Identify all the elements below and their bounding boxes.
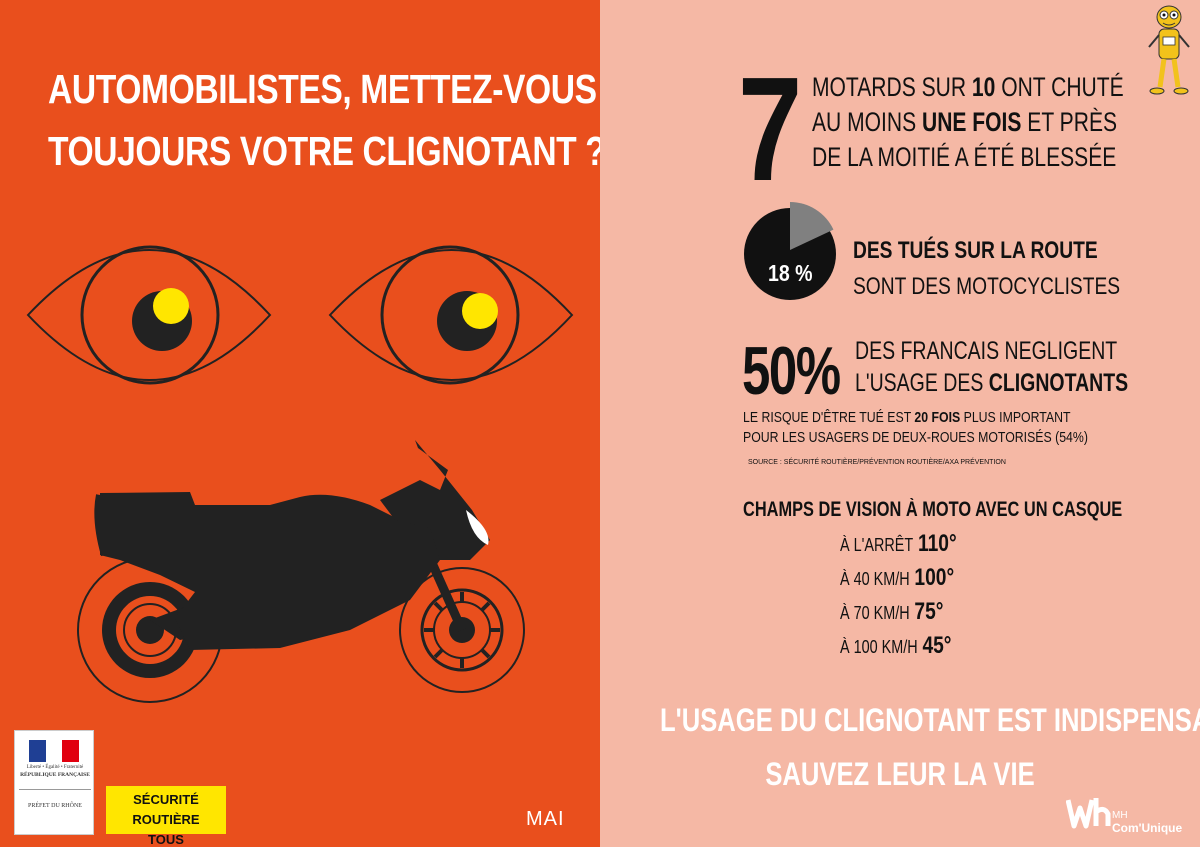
vision-row: À L'ARRÊT 110°: [840, 530, 957, 558]
text-part: L'USAGE DES: [855, 369, 989, 397]
vision-value: 75°: [914, 598, 944, 625]
motards-line-2: AU MOINS UNE FOIS ET PRÈS: [812, 105, 1124, 140]
divider: [19, 789, 91, 790]
text-bold: UNE FOIS: [921, 107, 1022, 137]
eyes-illustration: [26, 245, 574, 703]
text-part: ONT CHUTÉ: [995, 72, 1124, 102]
francais-stat: DES FRANCAIS NEGLIGENT L'USAGE DES CLIGN…: [855, 335, 1128, 399]
text-part: LE RISQUE D'ÊTRE TUÉ EST: [743, 409, 915, 426]
vision-value: 110°: [917, 530, 957, 557]
francais-line-1: DES FRANCAIS NEGLIGENT: [855, 337, 1118, 365]
securite-routiere-badge: SÉCURITÉ ROUTIÈRE TOUS RESPONSABLES: [106, 786, 226, 847]
left-panel: AUTOMOBILISTES, METTEZ-VOUS TOUJOURS VOT…: [0, 0, 600, 847]
risk-line-1: LE RISQUE D'ÊTRE TUÉ EST 20 FOIS PLUS IM…: [743, 408, 1088, 428]
month-label: MAI: [526, 808, 565, 830]
vision-label: À L'ARRÊT: [840, 535, 914, 555]
prefet-text: PRÉFET DU RHÔNE: [28, 803, 82, 809]
text-bold: 20 FOIS: [914, 409, 961, 426]
badge-line-1: SÉCURITÉ ROUTIÈRE: [132, 792, 200, 827]
republic-text: RÉPUBLIQUE FRANÇAISE: [20, 772, 90, 778]
big-number-7: 7: [738, 47, 803, 212]
vision-title: CHAMPS DE VISION À MOTO AVEC UN CASQUE: [743, 498, 1123, 521]
motto-text: Liberté • Égalité • Fraternité: [26, 765, 84, 770]
cta-line-2: SAUVEZ LEUR LA VIE: [765, 756, 1035, 792]
pie-label: 18 %: [768, 260, 813, 286]
vision-label: À 70 KM/H: [840, 603, 910, 623]
mh-logo-icon: [1066, 798, 1111, 829]
left-eye-icon: [26, 245, 272, 385]
mh-text: MH: [1112, 810, 1128, 821]
pie-chart-icon: [744, 202, 836, 300]
vision-row: À 40 KM/H 100°: [840, 564, 954, 592]
mascot-icon: [1148, 5, 1190, 95]
text-bold: CLIGNOTANTS: [988, 369, 1129, 397]
francais-line-2: L'USAGE DES CLIGNOTANTS: [855, 367, 1128, 399]
vision-value: 45°: [922, 632, 952, 659]
text-part: AU MOINS: [812, 107, 922, 137]
tues-stat: DES TUÉS SUR LA ROUTE SONT DES MOTOCYCLI…: [853, 233, 1120, 305]
vision-label: À 40 KM/H: [840, 569, 910, 589]
cta-line-1: L'USAGE DU CLIGNOTANT EST INDISPENSABLE: [660, 702, 1200, 738]
vision-row: À 70 KM/H 75°: [840, 598, 943, 626]
french-flag-icon: [29, 740, 80, 762]
pie-slice-18: [790, 202, 834, 250]
motards-line-3: DE LA MOITIÉ A ÉTÉ BLESSÉE: [812, 142, 1117, 172]
right-eye-icon: [328, 245, 574, 385]
motorcycle-icon: [77, 440, 525, 703]
big-number-50: 50%: [742, 333, 841, 409]
text-part: ET PRÈS: [1021, 107, 1118, 137]
motards-stat: MOTARDS SUR 10 ONT CHUTÉ AU MOINS UNE FO…: [812, 70, 1124, 175]
vision-value: 100°: [914, 564, 955, 591]
tues-line-1: DES TUÉS SUR LA ROUTE: [853, 237, 1098, 264]
motards-line-1: MOTARDS SUR 10 ONT CHUTÉ: [812, 70, 1124, 105]
source-note: SOURCE : SÉCURITÉ ROUTIÈRE/PRÉVENTION RO…: [748, 459, 1006, 466]
vision-row: À 100 KM/H 45°: [840, 632, 951, 660]
risk-stat: LE RISQUE D'ÊTRE TUÉ EST 20 FOIS PLUS IM…: [743, 408, 1088, 448]
comunique-text: Com'Unique: [1112, 821, 1183, 835]
text-bold: 10: [971, 72, 996, 102]
vision-label: À 100 KM/H: [840, 637, 918, 657]
mh-brand-text: MH Com'Unique: [1112, 810, 1182, 834]
text-part: PLUS IMPORTANT: [960, 409, 1071, 426]
right-panel: 7 MOTARDS SUR 10 ONT CHUTÉ AU MOINS UNE …: [600, 0, 1200, 847]
risk-line-2: POUR LES USAGERS DE DEUX-ROUES MOTORISÉS…: [743, 429, 1088, 446]
badge-line-2: TOUS RESPONSABLES: [148, 832, 184, 847]
tues-line-2: SONT DES MOTOCYCLISTES: [853, 273, 1121, 300]
prefecture-logo: Liberté • Égalité • Fraternité RÉPUBLIQU…: [14, 730, 94, 835]
text-part: MOTARDS SUR: [812, 72, 972, 102]
